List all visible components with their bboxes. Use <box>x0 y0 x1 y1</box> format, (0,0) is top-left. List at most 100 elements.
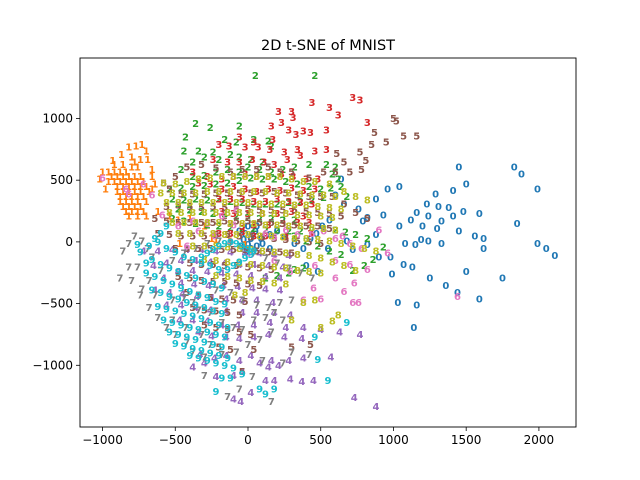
point-digit-2: 2 <box>268 141 275 152</box>
point-digit-3: 3 <box>290 113 297 124</box>
point-digit-4: 4 <box>249 283 256 294</box>
point-digit-4: 4 <box>205 281 212 292</box>
point-digit-2: 2 <box>349 266 356 277</box>
point-digit-2: 2 <box>250 135 257 146</box>
point-digit-3: 3 <box>300 127 307 138</box>
point-digit-7: 7 <box>169 296 176 307</box>
point-digit-8: 8 <box>224 272 231 283</box>
point-digit-2: 2 <box>221 135 228 146</box>
point-digit-4: 4 <box>201 359 208 370</box>
point-digit-0: 0 <box>253 222 260 233</box>
point-digit-1: 1 <box>122 207 129 218</box>
point-digit-7: 7 <box>163 323 170 334</box>
point-digit-2: 2 <box>285 269 292 280</box>
point-digit-8: 8 <box>259 261 266 272</box>
point-digit-2: 2 <box>256 165 263 176</box>
point-digit-5: 5 <box>279 219 286 230</box>
point-digit-8: 8 <box>172 180 179 191</box>
point-digit-8: 8 <box>186 198 193 209</box>
point-digit-5: 5 <box>393 117 400 128</box>
point-digit-5: 5 <box>364 214 371 225</box>
point-digit-0: 0 <box>274 227 281 238</box>
point-digit-4: 4 <box>287 310 294 321</box>
point-digit-7: 7 <box>189 348 196 359</box>
point-digit-8: 8 <box>285 188 292 199</box>
point-digit-0: 0 <box>375 252 382 263</box>
point-digit-8: 8 <box>259 246 266 257</box>
point-digit-8: 8 <box>326 180 333 191</box>
point-digit-3: 3 <box>309 199 316 210</box>
point-digit-7: 7 <box>125 239 132 250</box>
point-digit-5: 5 <box>288 249 295 260</box>
point-digit-5: 5 <box>362 156 369 167</box>
point-digit-5: 5 <box>198 260 205 271</box>
point-digit-5: 5 <box>213 164 220 175</box>
point-digit-9: 9 <box>311 333 318 344</box>
point-digit-2: 2 <box>291 231 298 242</box>
point-digit-9: 9 <box>186 323 193 334</box>
point-digit-0: 0 <box>252 227 259 238</box>
point-digit-9: 9 <box>198 252 205 263</box>
point-digit-3: 3 <box>285 125 292 136</box>
point-digit-9: 9 <box>201 303 208 314</box>
point-digit-9: 9 <box>166 328 173 339</box>
point-digit-4: 4 <box>256 249 263 260</box>
point-digit-2: 2 <box>213 167 220 178</box>
point-digit-1: 1 <box>131 172 138 183</box>
point-digit-5: 5 <box>314 208 321 219</box>
point-digit-2: 2 <box>227 197 234 208</box>
point-digit-9: 9 <box>230 364 237 375</box>
point-digit-1: 1 <box>166 212 173 223</box>
point-digit-5: 5 <box>151 214 158 225</box>
point-digit-2: 2 <box>224 178 231 189</box>
point-digit-5: 5 <box>166 230 173 241</box>
point-digit-9: 9 <box>227 238 234 249</box>
point-digit-5: 5 <box>210 277 217 288</box>
point-digit-5: 5 <box>282 188 289 199</box>
point-digit-7: 7 <box>128 276 135 287</box>
point-digit-7: 7 <box>227 239 234 250</box>
point-digit-1: 1 <box>117 177 124 188</box>
point-digit-1: 1 <box>149 172 156 183</box>
point-digit-6: 6 <box>159 211 166 222</box>
point-digit-1: 1 <box>137 202 144 213</box>
point-digit-3: 3 <box>265 185 272 196</box>
point-digit-5: 5 <box>236 328 243 339</box>
point-digit-1: 1 <box>137 187 144 198</box>
point-digit-1: 1 <box>96 175 103 186</box>
point-digit-4: 4 <box>195 328 202 339</box>
point-digit-8: 8 <box>230 172 237 183</box>
point-digit-2: 2 <box>320 193 327 204</box>
point-digit-8: 8 <box>349 241 356 252</box>
point-digit-0: 0 <box>410 323 417 334</box>
point-digit-7: 7 <box>201 371 208 382</box>
point-digit-7: 7 <box>218 350 225 361</box>
point-digit-0: 0 <box>249 230 256 241</box>
point-digit-5: 5 <box>245 280 252 291</box>
point-digit-5: 5 <box>233 204 240 215</box>
x-tick-label: −1000 <box>82 433 123 447</box>
point-digit-0: 0 <box>266 244 273 255</box>
point-digit-8: 8 <box>239 187 246 198</box>
point-digit-8: 8 <box>186 229 193 240</box>
point-digit-5: 5 <box>338 212 345 223</box>
point-digit-2: 2 <box>239 198 246 209</box>
x-tick-label: 1000 <box>378 433 409 447</box>
point-digit-2: 2 <box>282 177 289 188</box>
point-digit-7: 7 <box>146 276 153 287</box>
point-digit-5: 5 <box>172 172 179 183</box>
point-digit-9: 9 <box>189 255 196 266</box>
point-digit-6: 6 <box>332 273 339 284</box>
point-digit-4: 4 <box>250 320 257 331</box>
point-digit-8: 8 <box>306 211 313 222</box>
point-digit-3: 3 <box>227 229 234 240</box>
point-digit-4: 4 <box>178 301 185 312</box>
point-digit-2: 2 <box>210 148 217 159</box>
point-digit-6: 6 <box>351 278 358 289</box>
point-digit-7: 7 <box>117 273 124 284</box>
point-digit-2: 2 <box>201 181 208 192</box>
point-digit-5: 5 <box>207 244 214 255</box>
point-digit-8: 8 <box>294 211 301 222</box>
point-digit-2: 2 <box>207 123 214 134</box>
point-digit-0: 0 <box>242 229 249 240</box>
